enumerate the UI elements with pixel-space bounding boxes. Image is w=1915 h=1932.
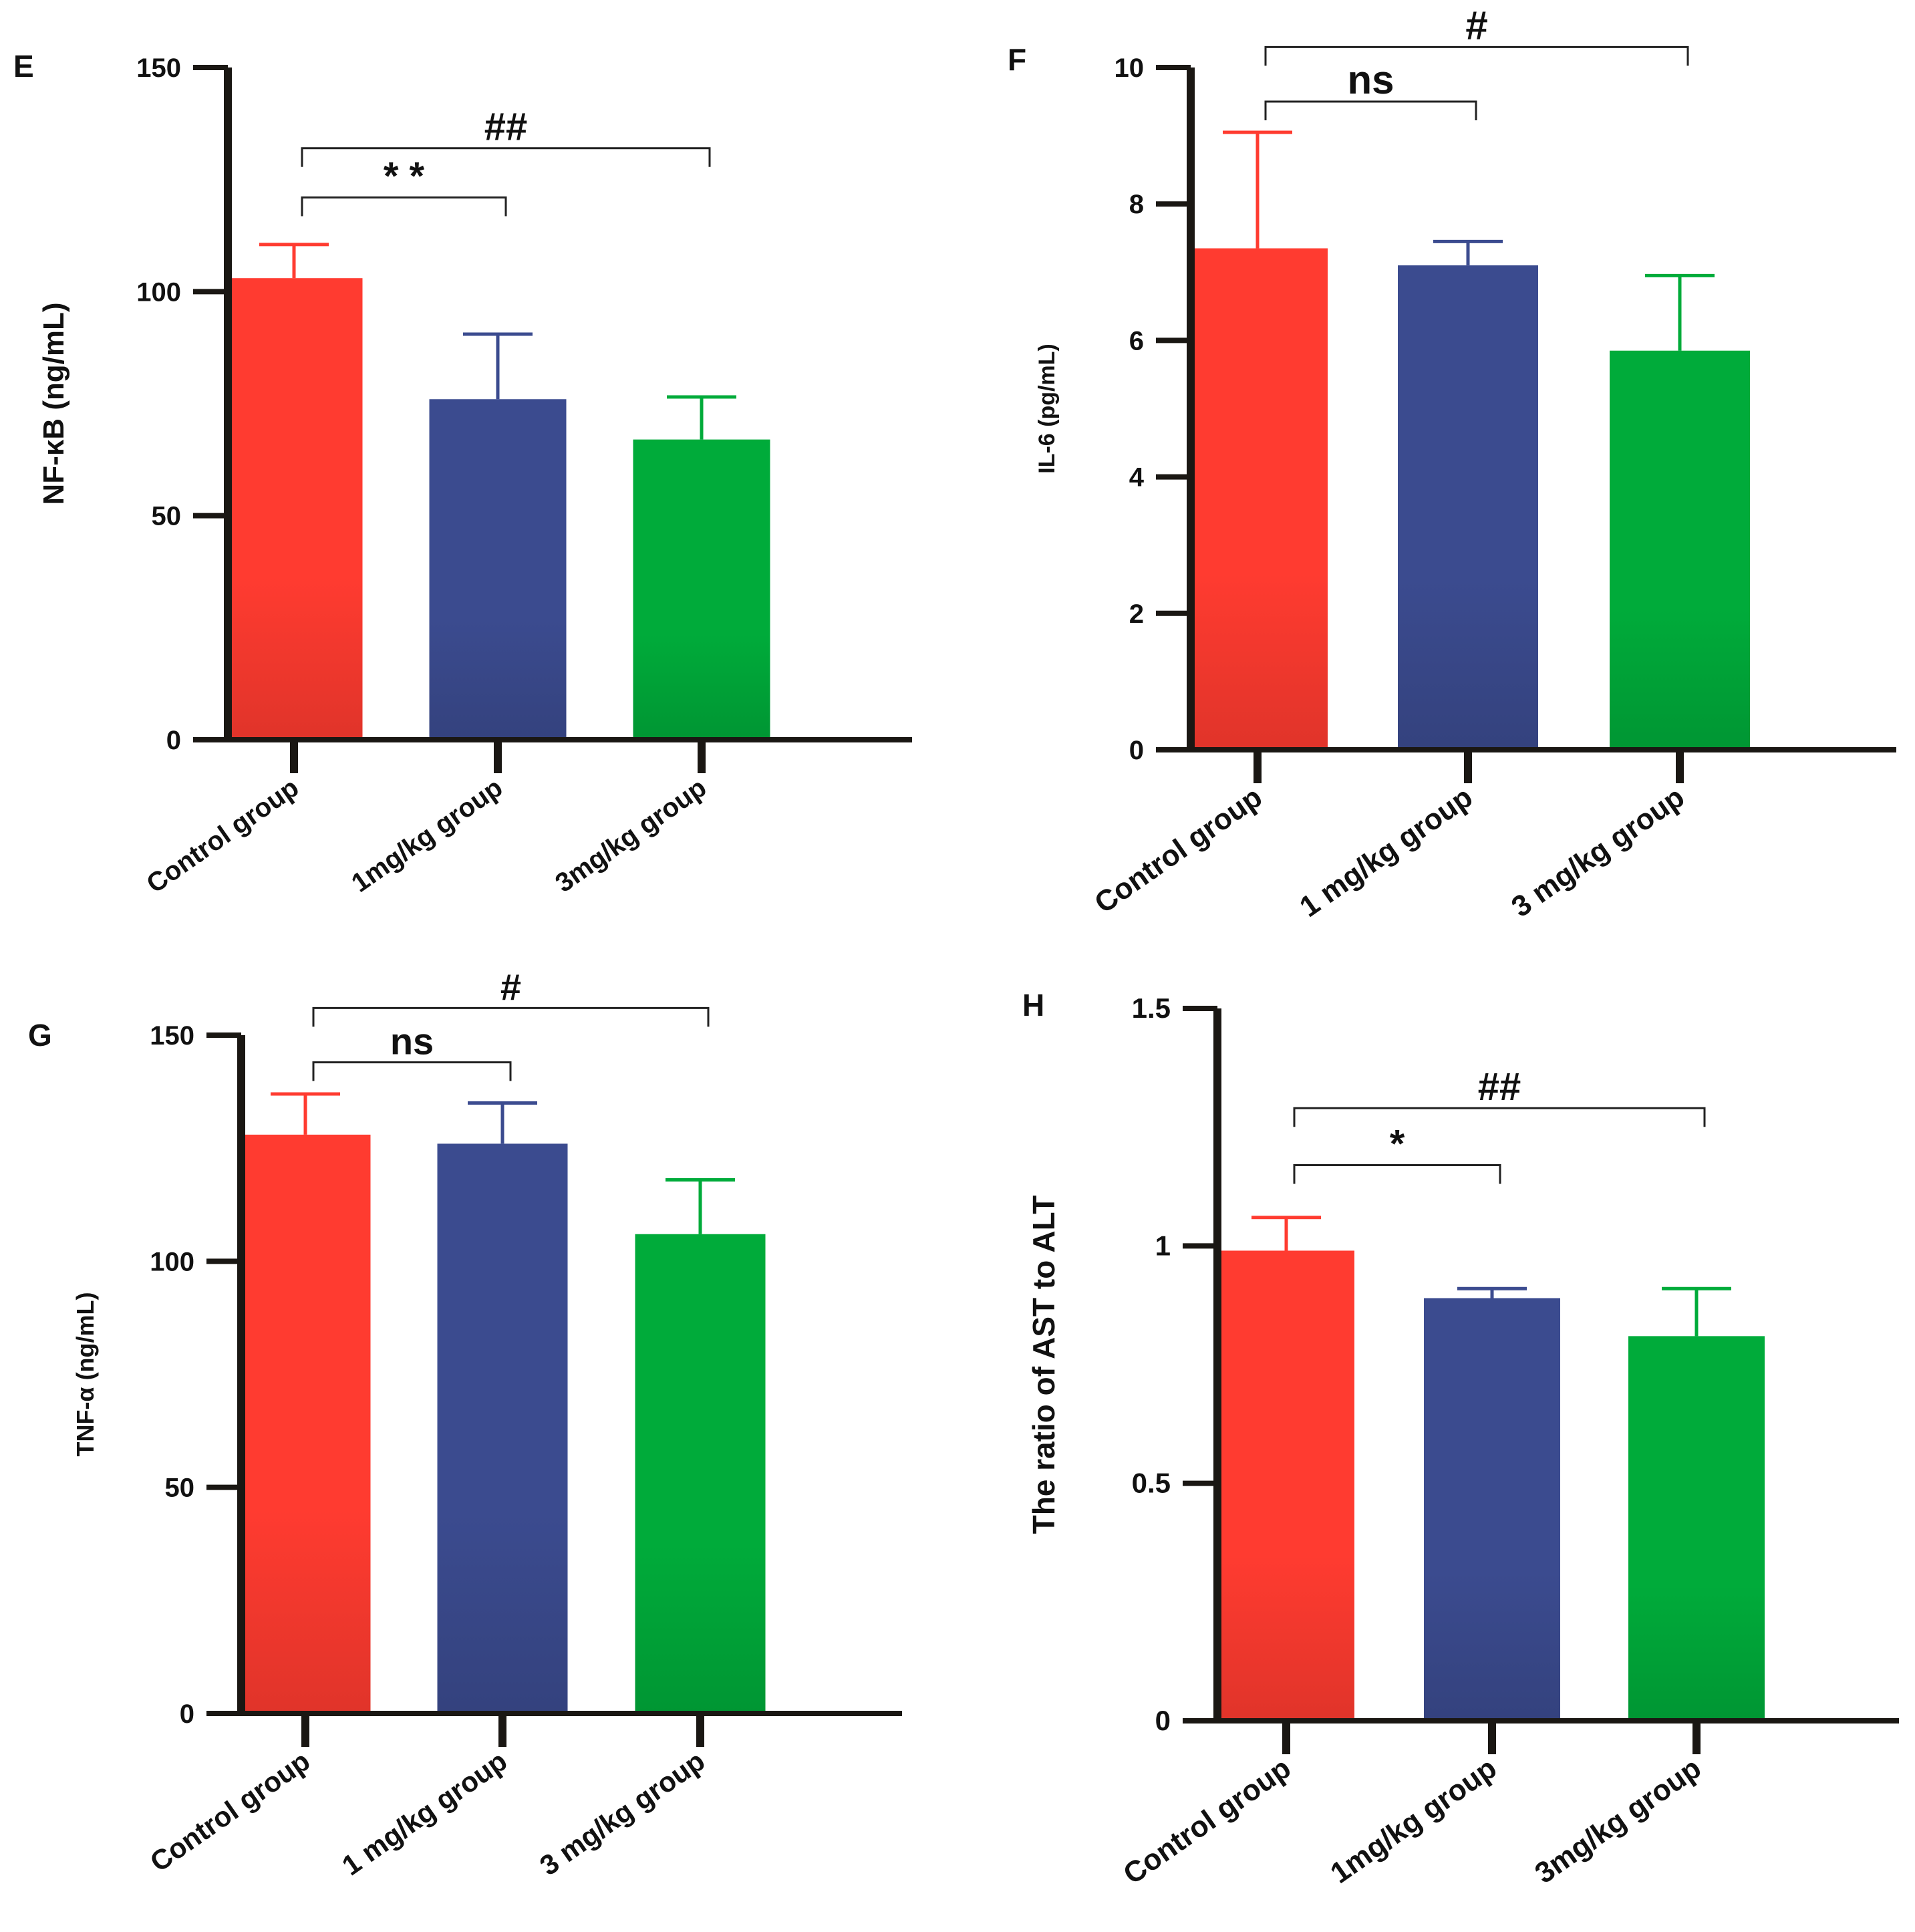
panel-letter: G xyxy=(28,1018,52,1053)
panel-letter: F xyxy=(1008,42,1026,77)
significance-bracket xyxy=(312,1061,512,1081)
y-tick-label: 10 xyxy=(1115,53,1145,83)
x-tick-label: 3 mg/kg group xyxy=(534,1745,710,1881)
x-tick-label: 1mg/kg group xyxy=(1324,1752,1502,1890)
panel-e: E Control group 1mg/kg group 3mg/kg group 0 5… xyxy=(13,49,912,899)
panel-letter: H xyxy=(1022,988,1044,1022)
x-tick-label: Control group xyxy=(1088,781,1268,920)
y-axis-label: The ratio of AST to ALT xyxy=(1026,1196,1061,1534)
x-tick-label: 3 mg/kg group xyxy=(1505,781,1690,924)
y-axis-label: IL-6 (pg/mL) xyxy=(1034,343,1060,474)
x-tick-label: Control group xyxy=(142,773,305,899)
x-tick-label: 1 mg/kg group xyxy=(1294,781,1478,924)
y-tick-label: 50 xyxy=(165,1474,195,1503)
x-tick-label: 3mg/kg group xyxy=(1529,1752,1707,1890)
y-tick-label: 0 xyxy=(180,1699,194,1729)
significance-label: ns xyxy=(390,1020,434,1063)
significance-label: ## xyxy=(484,106,528,149)
bar-control xyxy=(225,278,363,740)
bar-high-dose xyxy=(633,439,770,740)
significance-bracket xyxy=(312,1006,710,1027)
y-axis-label: NF-κB (ng/mL) xyxy=(37,302,70,505)
bar-low-dose xyxy=(429,399,567,740)
significance-label: * * xyxy=(384,154,425,198)
bar-control xyxy=(240,1134,371,1713)
x-tick-label: 1mg/kg group xyxy=(346,773,508,898)
bar-control xyxy=(1218,1250,1354,1721)
bar-control xyxy=(1187,248,1328,750)
significance-label: # xyxy=(500,966,521,1008)
panel-letter: E xyxy=(13,49,34,84)
significance-bracket xyxy=(1264,100,1477,121)
bar-low-dose xyxy=(1424,1298,1560,1721)
bar-high-dose xyxy=(635,1234,766,1713)
y-tick-label: 2 xyxy=(1129,599,1144,629)
y-tick-label: 1.5 xyxy=(1132,992,1171,1024)
y-axis-label: TNF-α (ng/mL) xyxy=(71,1292,99,1456)
bar-high-dose xyxy=(1610,350,1750,750)
y-tick-label: 0 xyxy=(1155,1705,1171,1736)
bar-high-dose xyxy=(1628,1336,1765,1721)
bar-low-dose xyxy=(1398,265,1538,750)
x-tick-label: 3mg/kg group xyxy=(550,773,712,898)
significance-bracket xyxy=(1293,1107,1706,1127)
y-tick-label: 150 xyxy=(136,53,181,83)
y-tick-label: 50 xyxy=(152,502,182,531)
x-tick-label: 1 mg/kg group xyxy=(336,1745,512,1881)
y-tick-label: 8 xyxy=(1129,190,1144,219)
y-tick-label: 1 xyxy=(1155,1230,1171,1261)
y-tick-label: 100 xyxy=(136,277,181,307)
significance-bracket xyxy=(301,196,507,217)
y-tick-label: 0 xyxy=(1129,736,1144,765)
y-tick-label: 6 xyxy=(1129,326,1144,356)
significance-label: ns xyxy=(1347,57,1394,102)
x-tick-label: Control group xyxy=(1117,1752,1296,1891)
y-tick-label: 100 xyxy=(150,1247,194,1276)
significance-bracket xyxy=(1293,1164,1501,1184)
panel-g: G Control group 1 mg/kg group 3 mg/kg group… xyxy=(28,966,902,1881)
y-tick-label: 0.5 xyxy=(1132,1468,1171,1499)
y-tick-label: 0 xyxy=(166,726,181,755)
significance-label: ## xyxy=(1478,1065,1521,1109)
y-tick-label: 150 xyxy=(150,1021,194,1051)
significance-label: * xyxy=(1390,1123,1405,1166)
panel-f: F Control group 1 mg/kg group 3 mg/kg group… xyxy=(1008,3,1896,924)
significance-bracket xyxy=(301,147,711,167)
y-tick-label: 4 xyxy=(1129,463,1145,493)
significance-label: # xyxy=(1465,3,1487,47)
panel-h: H Control group 1mg/kg group 3mg/kg group 0 0… xyxy=(1022,988,1899,1891)
bar-low-dose xyxy=(437,1143,568,1713)
significance-bracket xyxy=(1264,45,1689,66)
x-tick-label: Control group xyxy=(144,1745,315,1878)
